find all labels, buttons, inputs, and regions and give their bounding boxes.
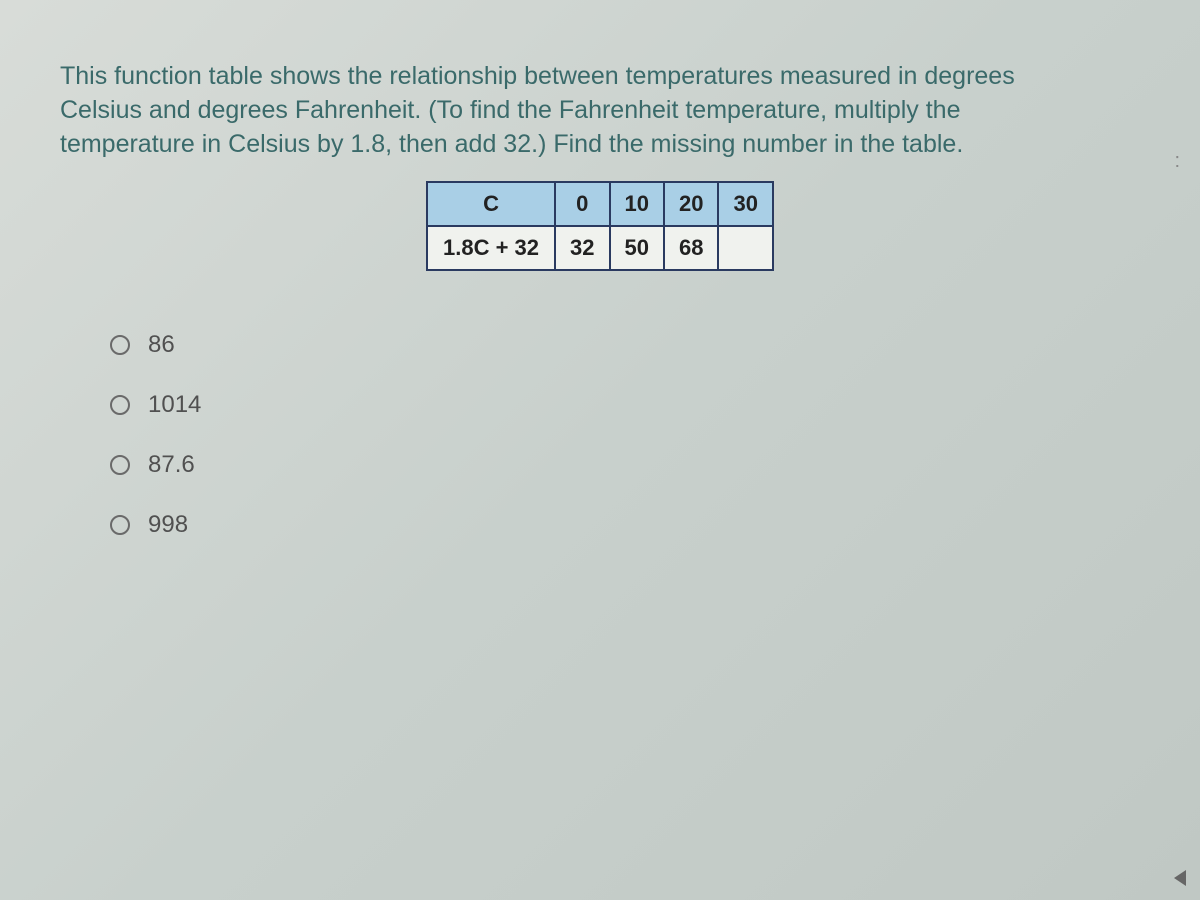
table-header-cell: 0: [555, 182, 609, 226]
radio-icon: [110, 515, 130, 535]
option-label: 998: [148, 511, 188, 539]
option-d[interactable]: 998: [110, 511, 1140, 539]
radio-icon: [110, 455, 130, 475]
more-options-icon[interactable]: :: [1174, 150, 1182, 173]
option-b[interactable]: 1014: [110, 391, 1140, 419]
table-header-cell: 30: [718, 182, 772, 226]
table-header-cell: 20: [664, 182, 718, 226]
function-table-container: C 0 10 20 30 1.8C + 32 32 50 68: [60, 181, 1140, 271]
option-a[interactable]: 86: [110, 331, 1140, 359]
table-cell-empty: [718, 226, 772, 270]
question-text: This function table shows the relationsh…: [60, 60, 1040, 161]
table-cell: 50: [610, 226, 664, 270]
table-cell: 68: [664, 226, 718, 270]
radio-icon: [110, 395, 130, 415]
function-table: C 0 10 20 30 1.8C + 32 32 50 68: [426, 181, 774, 271]
option-label: 86: [148, 331, 175, 359]
table-cell: 1.8C + 32: [427, 226, 555, 270]
nav-prev-icon[interactable]: [1174, 870, 1186, 886]
option-label: 87.6: [148, 451, 195, 479]
table-row: 1.8C + 32 32 50 68: [427, 226, 773, 270]
option-c[interactable]: 87.6: [110, 451, 1140, 479]
table-row: C 0 10 20 30: [427, 182, 773, 226]
table-cell: 32: [555, 226, 609, 270]
answer-options: 86 1014 87.6 998: [110, 331, 1140, 539]
option-label: 1014: [148, 391, 201, 419]
radio-icon: [110, 335, 130, 355]
table-header-cell: C: [427, 182, 555, 226]
table-header-cell: 10: [610, 182, 664, 226]
